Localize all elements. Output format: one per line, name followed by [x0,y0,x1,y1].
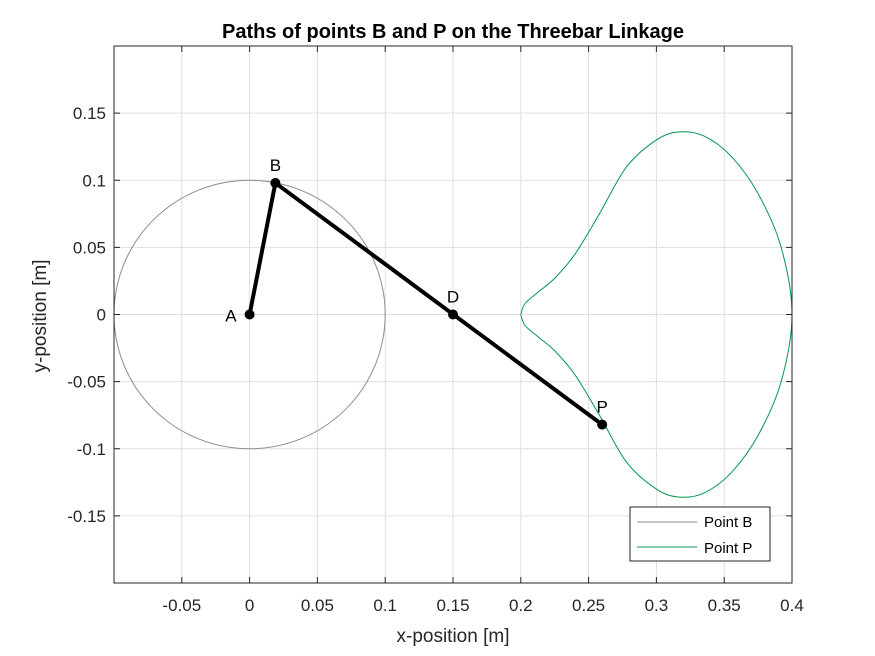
y-tick-label: 0.1 [82,171,106,190]
joint-label-d: D [447,288,459,307]
joint-label-p: P [596,398,607,417]
joint-a [244,309,255,320]
linkage-bar-ab [247,180,278,317]
chart-title: Paths of points B and P on the Threebar … [222,21,684,43]
y-tick-label: 0.05 [73,238,106,257]
y-tick-label: -0.1 [77,440,106,459]
x-tick-label: 0.1 [373,596,397,615]
y-tick-label: -0.05 [67,373,106,392]
x-tick-label: 0.4 [780,596,804,615]
x-tick-label: 0 [245,596,254,615]
joint-label-a: A [225,307,237,326]
x-tick-label: 0.35 [708,596,741,615]
joint-b [270,177,281,188]
legend-label-point-b: Point B [704,514,752,531]
legend-label-point-p: Point P [704,540,752,557]
linkage-layer: A B D P [225,156,608,430]
y-tick-label: 0.15 [73,104,106,123]
y-tick-label: 0 [97,306,106,325]
x-tick-label: 0.15 [436,596,469,615]
legend: Point B Point P [629,506,771,562]
x-axis-label: x-position [m] [397,626,510,647]
linkage-bar-bp [273,180,605,427]
x-tick-label: 0.3 [645,596,669,615]
joint-p [597,419,608,430]
y-tick-label: -0.15 [67,507,106,526]
joint-d [448,309,458,320]
x-tick-label: -0.05 [162,596,201,615]
x-tick-label: 0.25 [572,596,605,615]
joint-label-b: B [270,156,281,175]
x-axis-ticks: -0.05 0 0.05 0.1 0.15 0.2 0.25 0.3 0.35 0.4 [162,46,804,615]
legend-box [629,506,771,562]
y-axis-ticks: 0.15 0.1 0.05 0 -0.05 -0.1 -0.15 [67,104,792,526]
x-tick-label: 0.05 [301,596,334,615]
x-tick-label: 0.2 [509,596,533,615]
y-axis-label: y-position [m] [30,260,51,373]
